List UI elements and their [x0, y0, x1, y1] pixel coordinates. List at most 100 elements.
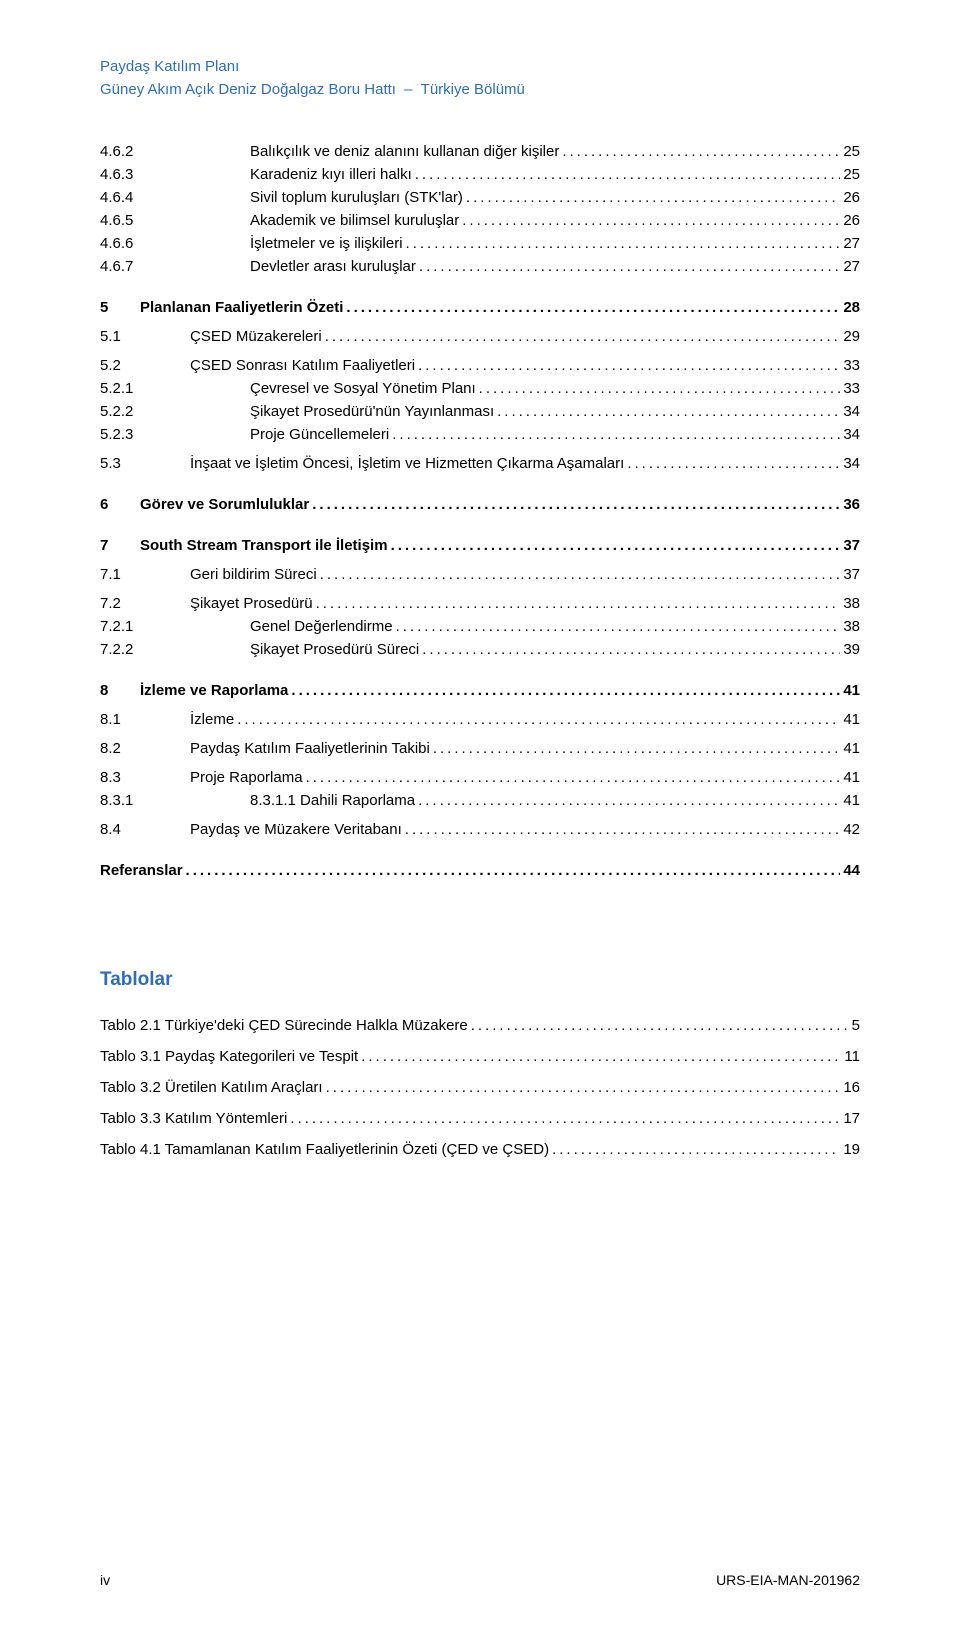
toc-label: Şikayet Prosedürü Süreci — [190, 641, 419, 658]
toc-leader-dots — [361, 1048, 841, 1065]
toc-leader-dots — [471, 1017, 849, 1034]
tables-label: Tablo 3.2 Üretilen Katılım Araçları — [100, 1079, 323, 1096]
toc-number: 5.2 — [100, 357, 190, 374]
tables-label: Tablo 2.1 Türkiye'deki ÇED Sürecinde Hal… — [100, 1017, 468, 1034]
toc-number: 7 — [100, 537, 140, 554]
toc-row: 4.6.6İşletmeler ve iş ilişkileri27 — [100, 235, 860, 252]
tables-page-number: 16 — [843, 1079, 860, 1096]
toc-row: 5.2ÇSED Sonrası Katılım Faaliyetleri 33 — [100, 357, 860, 374]
toc-page-number: 29 — [843, 328, 860, 345]
toc-label: İzleme ve Raporlama — [140, 682, 288, 699]
toc-page-number: 34 — [843, 455, 860, 472]
toc-row: 5Planlanan Faaliyetlerin Özeti28 — [100, 299, 860, 316]
toc-label: Balıkçılık ve deniz alanını kullanan diğ… — [190, 143, 559, 160]
toc-page-number: 33 — [843, 357, 860, 374]
toc-row: 7.2Şikayet Prosedürü38 — [100, 595, 860, 612]
toc-label: Referanslar — [100, 862, 183, 879]
header-line2: Güney Akım Açık Deniz Doğalgaz Boru Hatt… — [100, 79, 860, 102]
toc-number: 4.6.5 — [100, 212, 190, 229]
tables-heading: Tablolar — [100, 969, 860, 991]
toc-label: Çevresel ve Sosyal Yönetim Planı — [190, 380, 476, 397]
toc-number: 5.2.2 — [100, 403, 190, 420]
toc-number: 7.2.2 — [100, 641, 190, 658]
toc-label: South Stream Transport ile İletişim — [140, 537, 388, 554]
toc-leader-dots — [415, 166, 841, 183]
toc-label: İşletmeler ve iş ilişkileri — [190, 235, 403, 252]
toc-label: Paydaş Katılım Faaliyetlerinin Takibi — [190, 740, 430, 757]
toc-label: Proje Güncellemeleri — [190, 426, 389, 443]
toc-number: 6 — [100, 496, 140, 513]
toc-row: 7.2.2Şikayet Prosedürü Süreci 39 — [100, 641, 860, 658]
toc-label: Geri bildirim Süreci — [190, 566, 317, 583]
page-footer: iv URS-EIA-MAN-201962 — [100, 1572, 860, 1588]
toc-row: 7South Stream Transport ile İletişim 37 — [100, 537, 860, 554]
toc-leader-dots — [320, 566, 841, 583]
toc-leader-dots — [418, 357, 840, 374]
tables-row: Tablo 2.1 Türkiye'deki ÇED Sürecinde Hal… — [100, 1017, 860, 1034]
toc-page-number: 41 — [843, 682, 860, 699]
toc-number: 7.2.1 — [100, 618, 190, 635]
toc-page-number: 34 — [843, 426, 860, 443]
toc-leader-dots — [418, 792, 840, 809]
tables-page-number: 19 — [843, 1141, 860, 1158]
toc-row: 4.6.3Karadeniz kıyı illeri halkı25 — [100, 166, 860, 183]
toc-leader-dots — [316, 595, 841, 612]
toc-leader-dots — [290, 1110, 840, 1127]
tables-page-number: 11 — [844, 1048, 860, 1065]
toc-row: 4.6.7Devletler arası kuruluşlar27 — [100, 258, 860, 275]
toc-number: 8 — [100, 682, 140, 699]
toc-spacer — [100, 844, 860, 862]
toc-page-number: 41 — [843, 792, 860, 809]
toc-page-number: 27 — [843, 235, 860, 252]
tables-label: Tablo 4.1 Tamamlanan Katılım Faaliyetler… — [100, 1141, 549, 1158]
toc-row: 5.1ÇSED Müzakereleri29 — [100, 328, 860, 345]
toc-label: Şikayet Prosedürü'nün Yayınlanması — [190, 403, 494, 420]
tables-page-number: 5 — [852, 1017, 860, 1034]
toc-row: 6Görev ve Sorumluluklar36 — [100, 496, 860, 513]
toc-leader-dots — [433, 740, 840, 757]
toc-page-number: 38 — [843, 595, 860, 612]
toc-number: 5.3 — [100, 455, 190, 472]
toc-label: İnşaat ve İşletim Öncesi, İşletim ve Hiz… — [190, 455, 624, 472]
toc-page-number: 41 — [843, 769, 860, 786]
toc-leader-dots — [291, 682, 840, 699]
toc-leader-dots — [391, 537, 841, 554]
toc-spacer — [100, 519, 860, 537]
toc-row: 4.6.4Sivil toplum kuruluşları (STK'lar)2… — [100, 189, 860, 206]
toc-row: 7.2.1Genel Değerlendirme 38 — [100, 618, 860, 635]
toc-row: 8.2Paydaş Katılım Faaliyetlerinin Takibi… — [100, 740, 860, 757]
toc-number: 7.2 — [100, 595, 190, 612]
toc-page-number: 37 — [843, 537, 860, 554]
toc-page-number: 39 — [843, 641, 860, 658]
toc-label: Akademik ve bilimsel kuruluşlar — [190, 212, 459, 229]
toc-page-number: 38 — [843, 618, 860, 635]
toc-number: 4.6.2 — [100, 143, 190, 160]
toc-page-number: 33 — [843, 380, 860, 397]
toc-leader-dots — [237, 711, 840, 728]
toc-label: Paydaş ve Müzakere Veritabanı — [190, 821, 402, 838]
tables-label: Tablo 3.1 Paydaş Kategorileri ve Tespit — [100, 1048, 358, 1065]
toc-label: Görev ve Sorumluluklar — [140, 496, 309, 513]
footer-doc-id: URS-EIA-MAN-201962 — [716, 1572, 860, 1588]
toc-row: 5.2.2Şikayet Prosedürü'nün Yayınlanması3… — [100, 403, 860, 420]
toc-label: ÇSED Sonrası Katılım Faaliyetleri — [190, 357, 415, 374]
toc-page-number: 42 — [843, 821, 860, 838]
toc-label: 8.3.1.1 Dahili Raporlama — [190, 792, 415, 809]
toc-number: 4.6.4 — [100, 189, 190, 206]
toc-label: Karadeniz kıyı illeri halkı — [190, 166, 412, 183]
toc-leader-dots — [466, 189, 840, 206]
tables-list: Tablo 2.1 Türkiye'deki ÇED Sürecinde Hal… — [100, 1017, 860, 1158]
toc-leader-dots — [405, 821, 841, 838]
toc-row: 5.2.3Proje Güncellemeleri34 — [100, 426, 860, 443]
toc-label: Genel Değerlendirme — [190, 618, 393, 635]
toc-number: 4.6.3 — [100, 166, 190, 183]
toc-row: Referanslar44 — [100, 862, 860, 879]
toc-leader-dots — [346, 299, 840, 316]
toc-leader-dots — [627, 455, 840, 472]
toc-row: 4.6.2Balıkçılık ve deniz alanını kullana… — [100, 143, 860, 160]
toc-page-number: 27 — [843, 258, 860, 275]
toc-leader-dots — [392, 426, 840, 443]
dash-icon: – — [396, 81, 421, 98]
table-of-contents: 4.6.2Balıkçılık ve deniz alanını kullana… — [100, 143, 860, 879]
toc-leader-dots — [552, 1141, 840, 1158]
